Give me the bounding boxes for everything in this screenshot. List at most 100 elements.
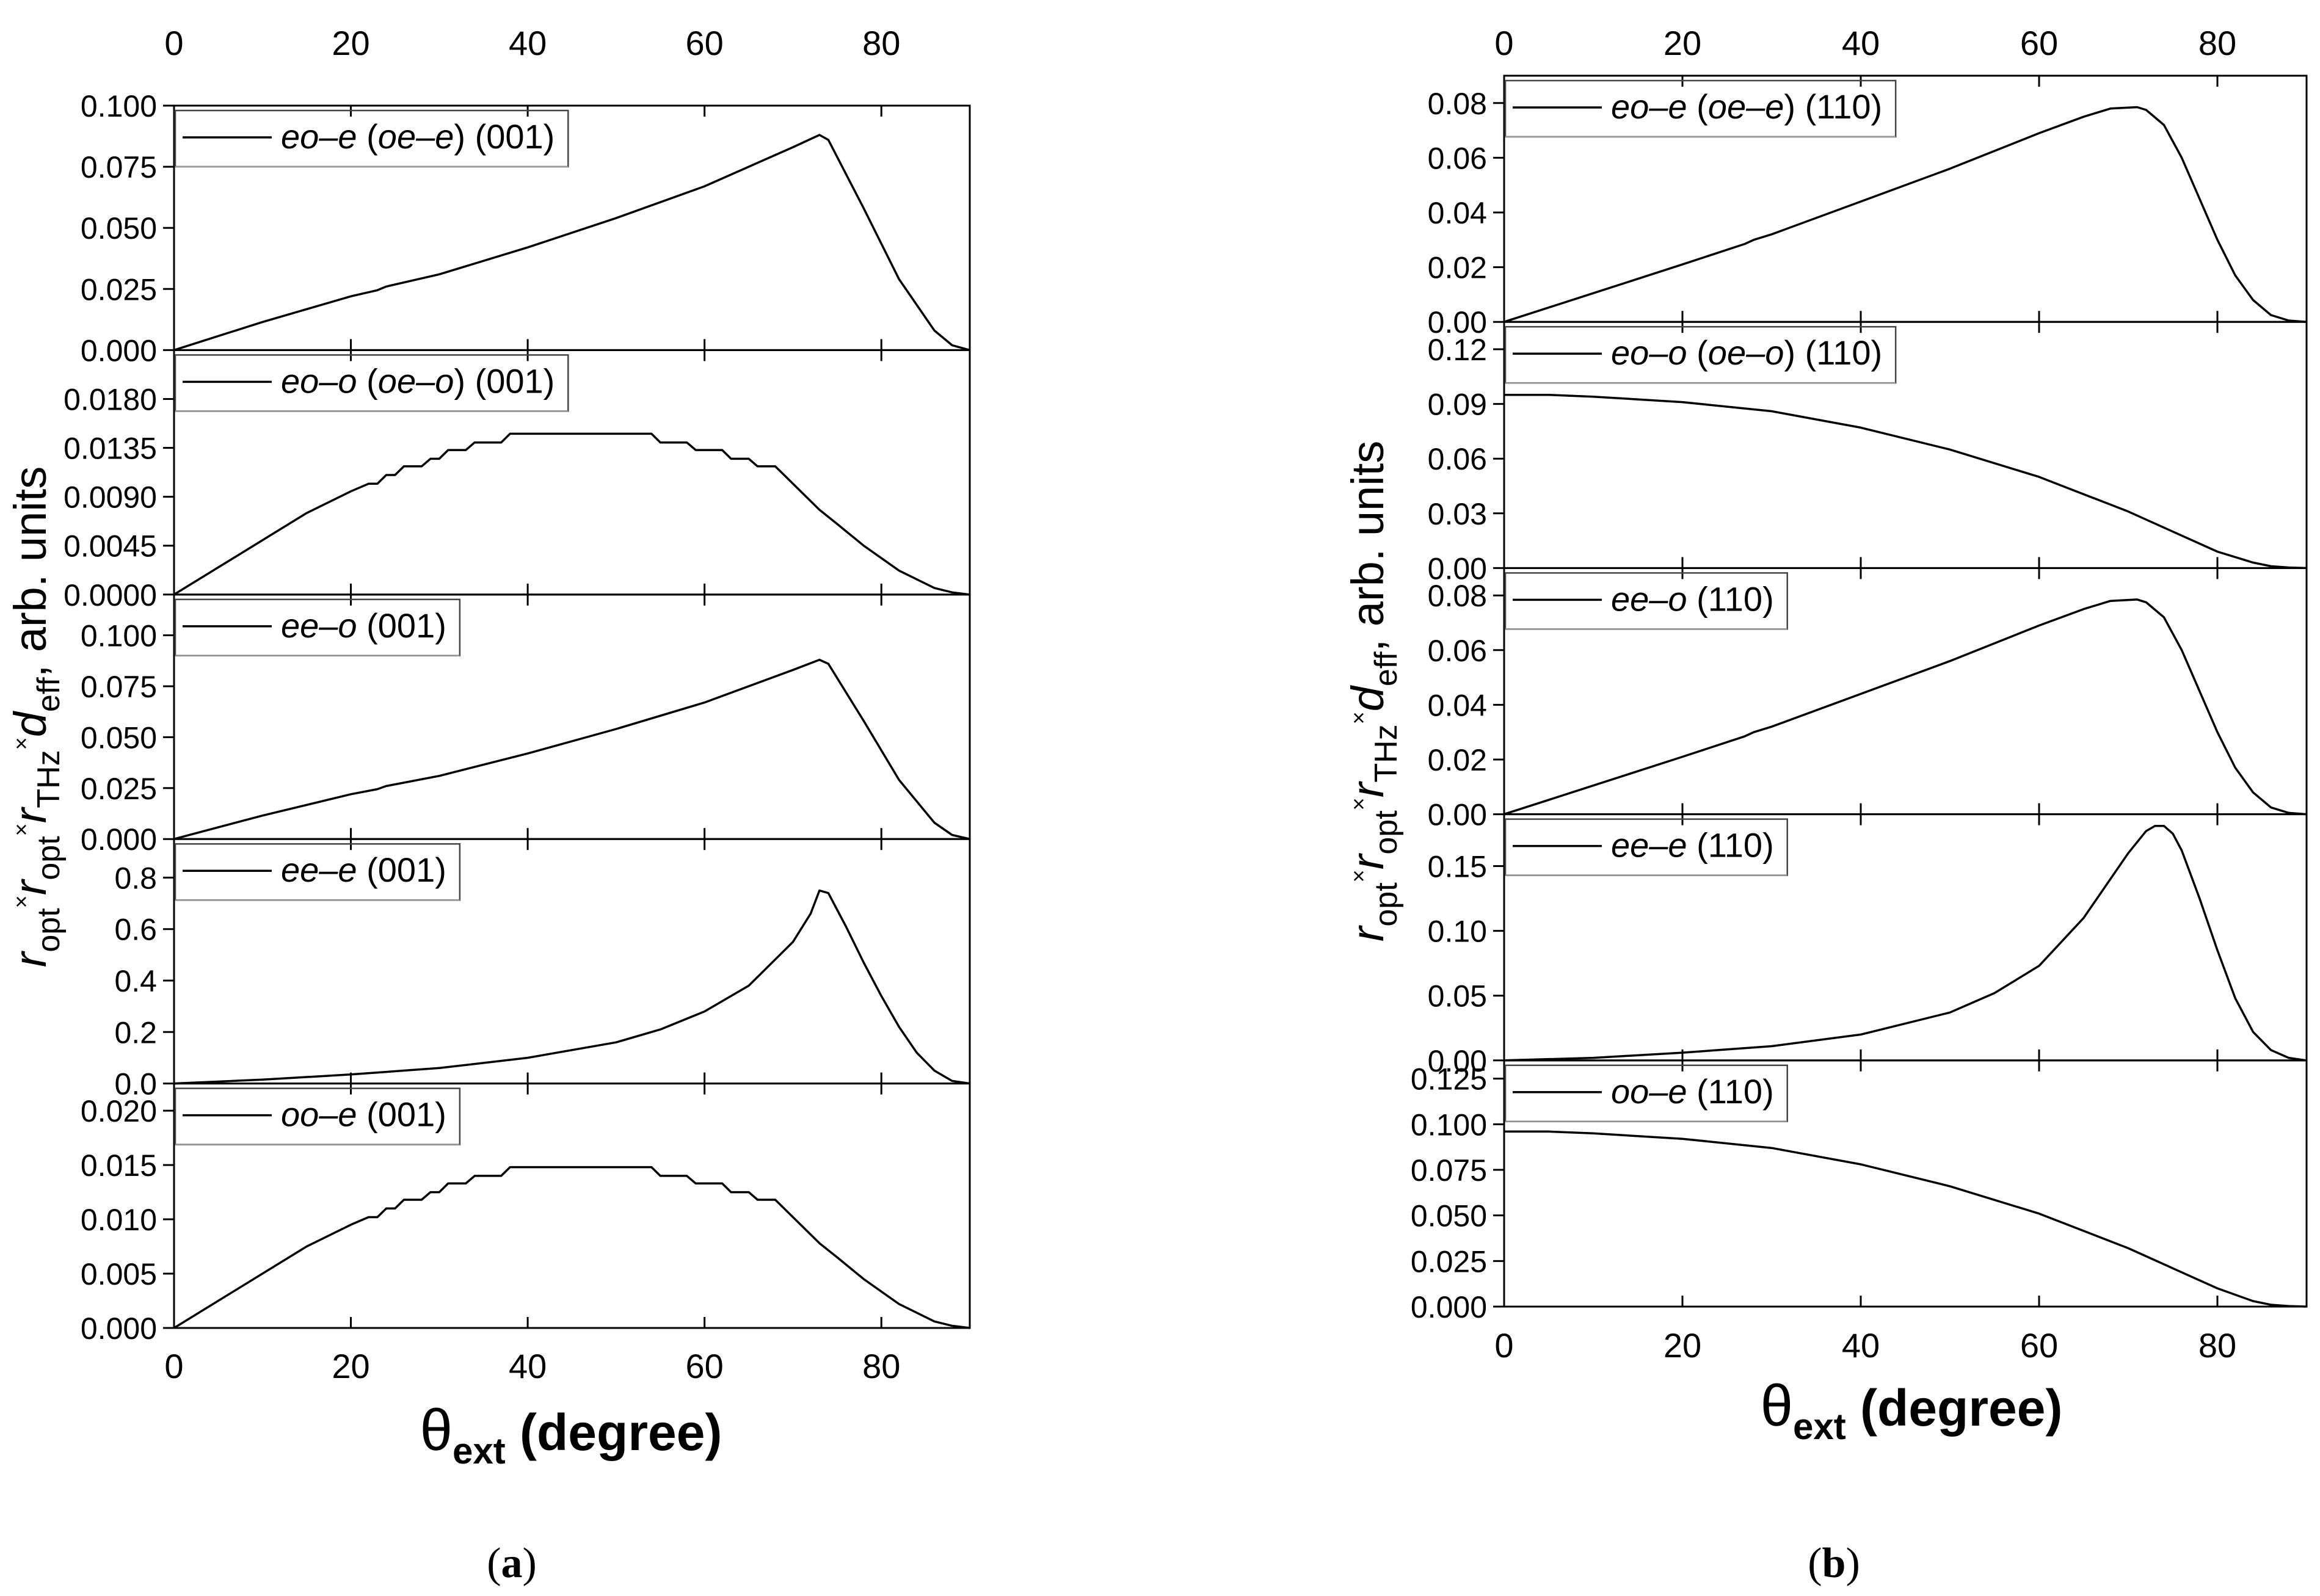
legend: ee–e (110) — [1504, 818, 1788, 876]
y-tick-label: 0.09 — [1428, 388, 1487, 422]
legend-text-part: (110) — [1687, 1072, 1774, 1111]
y-axis-title-part: × — [9, 737, 34, 750]
theta-symbol: θ — [420, 1398, 453, 1463]
y-tick-label: 0.100 — [81, 619, 157, 653]
y-tick-label: 0.025 — [1411, 1244, 1487, 1279]
legend-text-part: ( — [357, 117, 379, 156]
y-axis-title-part: r — [5, 950, 56, 967]
panel-label-paren: ) — [1845, 1540, 1860, 1587]
y-tick-label: 0.100 — [81, 89, 157, 123]
y-tick-label: 0.08 — [1428, 87, 1487, 121]
y-axis-title-part: × — [9, 895, 34, 908]
legend-text-part: oe–o — [378, 361, 454, 400]
legend-label: ee–e (110) — [1611, 826, 1774, 865]
legend-text-part: eo–e — [281, 117, 357, 156]
y-tick-label: 0.020 — [81, 1094, 157, 1128]
legend-label: eo–o (oe–o) (001) — [281, 361, 555, 400]
y-tick-label: 0.125 — [1411, 1062, 1487, 1097]
y-tick-label: 0.00 — [1428, 1044, 1487, 1078]
x-axis-title-space — [506, 1404, 520, 1461]
y-tick-label: 0.12 — [1428, 333, 1487, 367]
y-tick-label: 0.00 — [1428, 551, 1487, 586]
legend: eo–o (oe–o) (001) — [174, 354, 569, 412]
x-axis-title-subscript: ext — [453, 1431, 506, 1471]
y-tick-label: 0.050 — [81, 720, 157, 755]
subplot-5: 0.000 0.005 0.010 0.015 0.020 oo–e (001) — [81, 1083, 971, 1346]
y-tick-label: 0.06 — [1428, 442, 1487, 476]
legend-text-part: (110) — [1795, 333, 1882, 372]
y-tick-label: 0.06 — [1428, 141, 1487, 175]
x-axis-title: θext (degree) — [420, 1398, 722, 1471]
x-top-tick-label: 60 — [2020, 24, 2058, 62]
y-tick-label: 0.0135 — [64, 432, 157, 466]
y-tick-label: 0.0000 — [64, 578, 157, 612]
legend-label: eo–e (oe–e) (110) — [1611, 87, 1882, 126]
legend-text-part: (110) — [1795, 87, 1882, 126]
series-line — [173, 1166, 970, 1329]
x-bottom-tick-label: 0 — [1494, 1326, 1513, 1365]
legend-text-part: ) — [454, 361, 465, 400]
y-tick-label: 0.15 — [1428, 849, 1487, 883]
y-axis-title-part: THz — [1369, 724, 1404, 782]
y-tick-label: 0.03 — [1428, 497, 1487, 531]
legend-text-part: ee–e — [281, 851, 357, 889]
panel-label-letter: b — [1822, 1540, 1846, 1587]
legend-label: ee–o (001) — [281, 606, 446, 645]
y-tick-label: 0.025 — [81, 772, 157, 806]
legend-label: eo–e (oe–e) (001) — [281, 117, 555, 156]
x-bottom-tick-label: 40 — [509, 1347, 547, 1385]
legend-text-part: ( — [357, 361, 379, 400]
legend-label: ee–o (110) — [1611, 579, 1774, 618]
legend-label: ee–e (001) — [281, 851, 446, 889]
series-line — [173, 889, 970, 1085]
panel-label-letter: a — [501, 1540, 523, 1587]
legend-text-part: (001) — [357, 606, 446, 645]
series-line — [1504, 598, 2307, 816]
y-tick-label: 0.0180 — [64, 382, 157, 416]
y-axis-title-part: eff — [1369, 651, 1404, 686]
legend: eo–e (oe–e) (001) — [174, 109, 569, 168]
y-tick-label: 0.00 — [1428, 305, 1487, 339]
y-axis-title-part: d — [5, 710, 56, 737]
legend-text-part: (110) — [1687, 826, 1774, 865]
y-tick-label: 0.04 — [1428, 688, 1487, 722]
y-axis-title-part: eff — [31, 677, 67, 712]
x-top-tick-label: 80 — [2198, 24, 2236, 62]
legend: oo–e (001) — [174, 1087, 461, 1145]
y-tick-label: 0.015 — [81, 1148, 157, 1183]
y-axis-title-part: × — [9, 823, 34, 836]
y-axis-title-part: × — [1346, 711, 1371, 724]
y-tick-label: 0.0 — [114, 1067, 157, 1101]
y-tick-label: 0.0090 — [64, 481, 157, 515]
legend-text-part: (001) — [357, 851, 446, 889]
panel-label: (b) — [1808, 1540, 1860, 1587]
x-axis-title-unit: (degree) — [520, 1404, 722, 1461]
subplot-frame — [173, 1083, 971, 1329]
x-bottom-tick-label: 20 — [1664, 1326, 1701, 1365]
y-tick-label: 0.100 — [1411, 1108, 1487, 1142]
series-line — [1504, 1130, 2307, 1308]
y-tick-label: 0.000 — [1411, 1290, 1487, 1324]
legend-text-part: oo–e — [1611, 1072, 1687, 1111]
legend-text-part: (001) — [465, 117, 555, 156]
theta-symbol: θ — [1761, 1373, 1793, 1438]
y-axis-title-part: r — [1342, 852, 1393, 869]
subplot-4: 0.0 0.2 0.4 0.6 0.8 ee–e (001) — [114, 838, 971, 1101]
y-tick-label: 0.8 — [114, 861, 157, 895]
legend-text-part: oo–e — [281, 1095, 357, 1134]
subplot-1: 0.00 0.02 0.04 0.06 0.08 eo–e (oe–e) (110) — [1428, 74, 2308, 339]
y-tick-label: 0.04 — [1428, 196, 1487, 230]
subplot-3: 0.00 0.02 0.04 0.06 0.08 ee–o (110) — [1428, 567, 2308, 832]
legend-text-part: eo–e — [1611, 87, 1687, 126]
y-axis-title-part: r — [1342, 780, 1393, 797]
x-top-tick-label: 40 — [509, 24, 547, 62]
legend: eo–o (oe–o) (110) — [1504, 325, 1897, 384]
series-line — [1504, 393, 2307, 570]
y-tick-label: 0.000 — [81, 822, 157, 857]
legend: ee–o (001) — [174, 598, 461, 657]
x-top-tick-label: 20 — [332, 24, 369, 62]
legend-text-part: ) — [1784, 333, 1795, 372]
subplot-frame — [1503, 1059, 2308, 1308]
panel-label-paren: ( — [1808, 1540, 1822, 1587]
